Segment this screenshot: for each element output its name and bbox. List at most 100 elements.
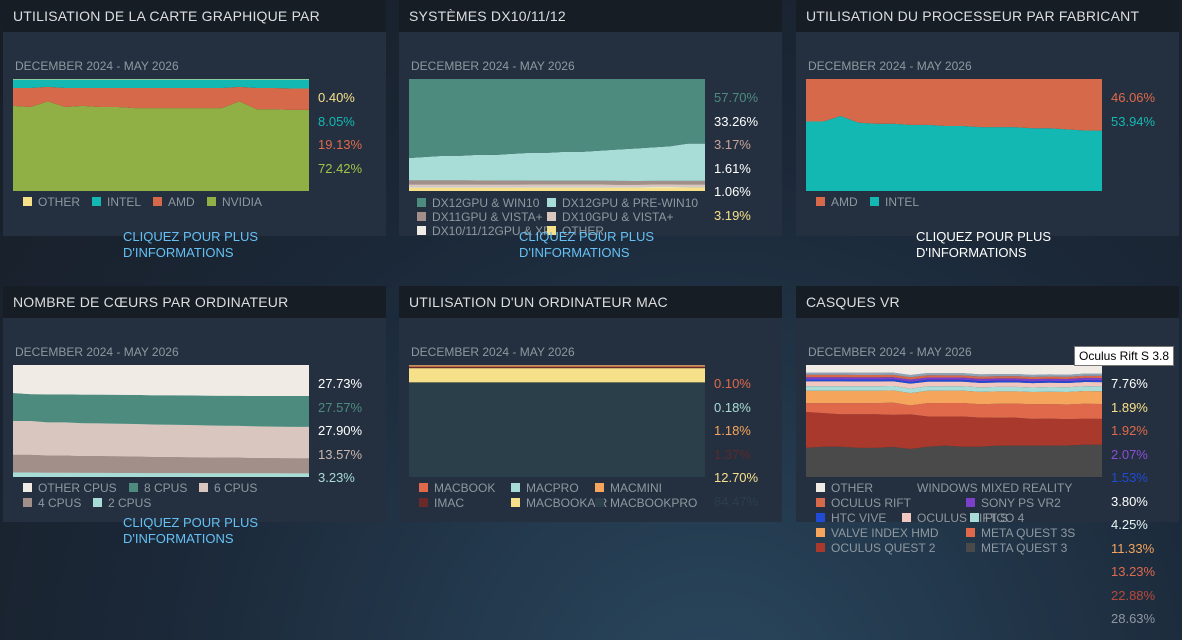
legend-item[interactable]: AMD xyxy=(153,195,195,209)
area-series-macbookpro xyxy=(409,382,705,477)
legend-item[interactable]: DX10GPU & VISTA+ xyxy=(547,210,674,224)
legend-label: 2 CPUS xyxy=(108,496,152,510)
percentage-value: 27.73% xyxy=(318,376,363,391)
legend-item[interactable]: OTHER xyxy=(23,195,80,209)
panel-body: DECEMBER 2024 - MAY 2026 0.10% 0.18% 1.18% 1… xyxy=(399,318,782,522)
area-series-dx11gpu-vista- xyxy=(409,180,705,185)
legend-swatch xyxy=(93,498,102,507)
legend-item[interactable]: OTHER xyxy=(547,224,604,238)
more-info-line: D'INFORMATIONS xyxy=(519,245,630,260)
legend-item[interactable]: INTEL xyxy=(92,195,141,209)
legend-label: IMAC xyxy=(434,496,464,510)
more-info-line: D'INFORMATIONS xyxy=(123,245,234,260)
legend-item[interactable]: MACBOOK xyxy=(419,481,495,495)
area-series-htc-vive xyxy=(806,379,1102,384)
stacked-area-chart[interactable] xyxy=(13,79,309,191)
legend-swatch xyxy=(199,483,208,492)
legend-label: OCULUS RIFT xyxy=(831,496,912,510)
stacked-area-chart[interactable] xyxy=(806,365,1102,477)
more-info-line: CLIQUEZ POUR PLUS xyxy=(916,229,1052,244)
panel-title: UTILISATION DU PROCESSEUR PAR FABRICANT xyxy=(796,0,1179,32)
legend-item[interactable]: IMAC xyxy=(419,496,464,510)
legend-item[interactable]: MACBOOKAIR xyxy=(511,496,607,510)
legend-item[interactable]: VALVE INDEX HMD xyxy=(816,526,939,540)
legend-swatch xyxy=(129,483,138,492)
area-series-valve-index-hmd xyxy=(806,390,1102,406)
legend-swatch xyxy=(547,212,556,221)
date-range: DECEMBER 2024 - MAY 2026 xyxy=(411,59,575,73)
panel-body: DECEMBER 2024 - MAY 2026 0.40% 8.05% 19.13%… xyxy=(3,32,386,260)
panel-body: DECEMBER 2024 - MAY 2026 46.06% 53.94% AMD I… xyxy=(796,32,1179,260)
stacked-area-chart[interactable] xyxy=(806,79,1102,191)
date-range: DECEMBER 2024 - MAY 2026 xyxy=(808,345,972,359)
legend-item[interactable]: OTHER xyxy=(816,481,873,495)
legend-swatch xyxy=(595,483,604,492)
area-series-sony-ps-vr2 xyxy=(806,377,1102,382)
percentage-value: 1.89% xyxy=(1111,399,1148,415)
legend-item[interactable]: OCULUS RIFT S xyxy=(902,511,1008,525)
percentage-value: 53.94% xyxy=(1111,113,1156,129)
legend-item[interactable]: AMD xyxy=(816,195,858,209)
legend-item[interactable]: DX10/11/12GPU & XP xyxy=(417,224,551,238)
legend-label: OTHER xyxy=(562,224,604,238)
stacked-area-chart[interactable] xyxy=(409,365,705,477)
percentage-value: 72.42% xyxy=(318,160,363,176)
panel-cpu-cores: NOMBRE DE CŒURS PAR ORDINATEUR DECEMBER 2… xyxy=(3,286,386,546)
legend-label: OCULUS RIFT S xyxy=(917,511,1009,525)
percentage-value: 0.18% xyxy=(714,399,751,415)
legend-swatch xyxy=(816,197,825,206)
stacked-area-chart[interactable] xyxy=(13,365,309,477)
percentage-value: 3.80% xyxy=(1111,493,1148,509)
percentage-value: 3.19% xyxy=(714,207,751,223)
percentage-value: 1.92% xyxy=(1111,423,1148,438)
legend-item[interactable]: NVIDIA xyxy=(207,195,262,209)
percentage-value: 84.47% xyxy=(714,493,759,509)
legend-item[interactable]: 8 CPUS xyxy=(129,481,187,495)
legend-swatch xyxy=(870,197,879,206)
legend-label: AMD xyxy=(831,195,858,209)
legend-item[interactable]: DX11GPU & VISTA+ xyxy=(417,210,543,224)
legend-swatch xyxy=(417,212,426,221)
area-series-other xyxy=(806,365,1102,375)
date-range: DECEMBER 2024 - MAY 2026 xyxy=(15,59,179,73)
more-info-line: CLIQUEZ POUR PLUS xyxy=(123,229,259,244)
area-series-amd xyxy=(13,86,309,110)
panel-title: NOMBRE DE CŒURS PAR ORDINATEUR xyxy=(3,286,386,318)
legend-swatch xyxy=(902,513,911,522)
legend-label: INTEL xyxy=(885,195,920,209)
more-info-link[interactable]: CLIQUEZ POUR PLUS D'INFORMATIONS xyxy=(916,229,1051,261)
legend-label: MACBOOK xyxy=(434,481,496,495)
legend-item[interactable]: 2 CPUS xyxy=(93,496,151,510)
legend-item[interactable]: OCULUS QUEST 2 xyxy=(816,541,935,555)
legend-item[interactable]: META QUEST 3 xyxy=(966,541,1067,555)
legend-swatch xyxy=(511,483,520,492)
legend-item[interactable]: 6 CPUS xyxy=(199,481,257,495)
legend-item[interactable]: MACPRO xyxy=(511,481,579,495)
more-info-link[interactable]: CLIQUEZ POUR PLUS D'INFORMATIONS xyxy=(519,229,654,261)
area-series-dx12gpu-pre-win10 xyxy=(409,143,705,182)
area-series-oculus-rift-s xyxy=(806,381,1102,389)
percentage-value: 3.23% xyxy=(318,470,355,485)
legend-item[interactable]: OTHER CPUS xyxy=(23,481,117,495)
legend-item[interactable]: INTEL xyxy=(870,195,919,209)
chart-svg xyxy=(806,79,1102,191)
more-info-link[interactable]: CLIQUEZ POUR PLUS D'INFORMATIONS xyxy=(123,229,258,261)
date-range: DECEMBER 2024 - MAY 2026 xyxy=(808,59,972,73)
legend-item[interactable]: WINDOWS MIXED REALITY xyxy=(902,481,1072,495)
legend-item[interactable]: 4 CPUS xyxy=(23,496,81,510)
percentage-value: 7.76% xyxy=(1111,376,1148,391)
legend-item[interactable]: SONY PS VR2 xyxy=(966,496,1061,510)
legend-item[interactable]: PICO 4 xyxy=(970,511,1024,525)
legend-item[interactable]: MACMINI xyxy=(595,481,662,495)
legend-swatch xyxy=(966,498,975,507)
legend-swatch xyxy=(816,498,825,507)
legend-item[interactable]: DX12GPU & WIN10 xyxy=(417,196,539,210)
more-info-link[interactable]: CLIQUEZ POUR PLUS D'INFORMATIONS xyxy=(123,515,258,547)
legend-item[interactable]: MACBOOKPRO xyxy=(595,496,697,510)
legend-item[interactable]: DX12GPU & PRE-WIN10 xyxy=(547,196,698,210)
legend-item[interactable]: HTC VIVE xyxy=(816,511,886,525)
more-info-line: CLIQUEZ POUR PLUS xyxy=(123,515,259,530)
stacked-area-chart[interactable] xyxy=(409,79,705,191)
legend-item[interactable]: OCULUS RIFT xyxy=(816,496,911,510)
legend-item[interactable]: META QUEST 3S xyxy=(966,526,1075,540)
